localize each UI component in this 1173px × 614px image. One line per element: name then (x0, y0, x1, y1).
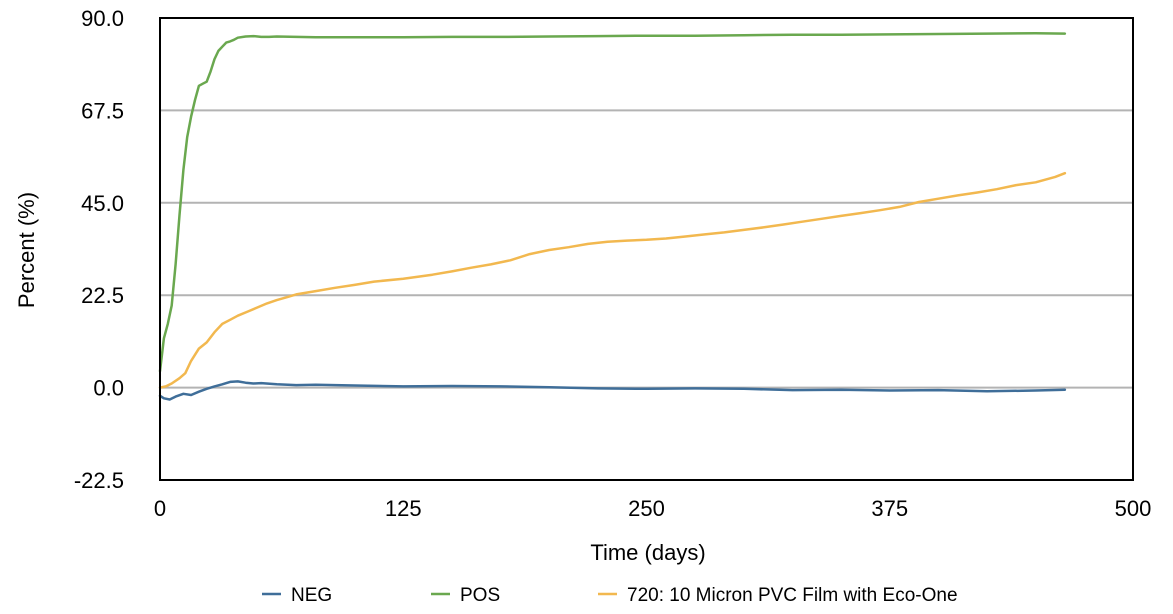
y-tick-label: -22.5 (74, 468, 124, 493)
legend: NEG POS 720: 10 Micron PVC Film with Eco-O… (262, 585, 958, 606)
x-tick-label: 125 (385, 496, 422, 521)
y-tick-label: 0.0 (93, 376, 124, 401)
x-tick-label: 375 (871, 496, 908, 521)
x-axis-title: Time (days) (590, 540, 705, 565)
y-tick-label: 67.5 (81, 98, 124, 123)
series-line-neg (158, 380, 1067, 401)
series-lines (158, 31, 1067, 401)
y-tick-label: 45.0 (81, 191, 124, 216)
legend-label: POS (460, 585, 500, 606)
legend-label: NEG (291, 585, 332, 606)
legend-label: 720: 10 Micron PVC Film with Eco-One (627, 585, 958, 606)
x-axis-ticks: 0 125 250 375 500 (154, 496, 1151, 521)
y-axis-title: Percent (%) (14, 192, 39, 308)
y-tick-label: 22.5 (81, 283, 124, 308)
gridlines (160, 109, 1133, 389)
x-tick-label: 500 (1115, 496, 1152, 521)
y-tick-label: 90.0 (81, 6, 124, 31)
plot-frame (159, 17, 1134, 481)
y-axis-ticks: 90.0 67.5 45.0 22.5 0.0 -22.5 (74, 6, 124, 493)
x-tick-label: 250 (628, 496, 665, 521)
series-line-720-10-micron-pvc-film-with-eco-one (158, 171, 1067, 389)
series-line-pos (158, 31, 1067, 373)
x-tick-label: 0 (154, 496, 166, 521)
